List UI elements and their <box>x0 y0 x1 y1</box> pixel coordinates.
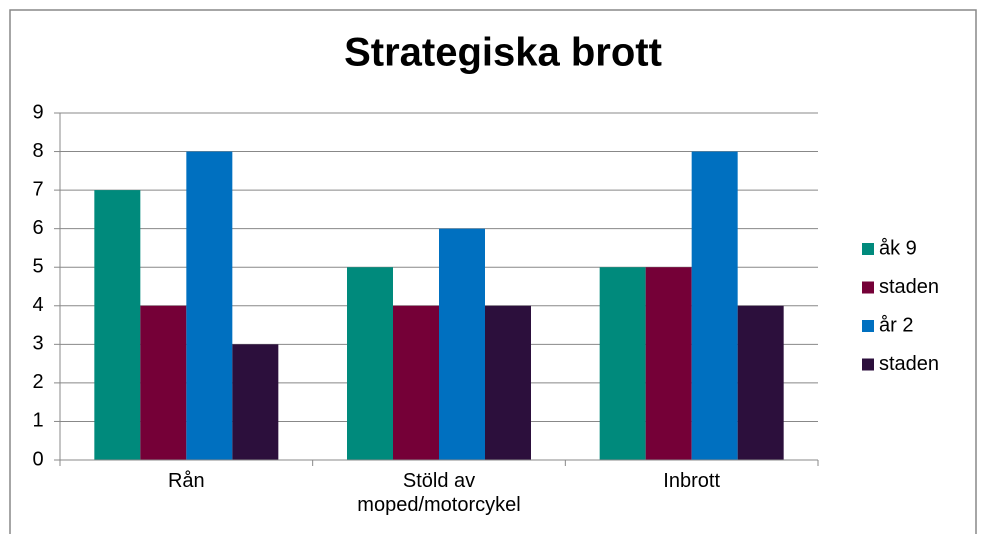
y-tick-label: 4 <box>32 294 43 316</box>
y-tick-label: 9 <box>32 101 43 123</box>
bar <box>347 267 393 460</box>
bar <box>599 267 646 460</box>
y-tick-label: 7 <box>32 178 43 200</box>
chart-title: Strategiska brott <box>344 31 662 75</box>
bar <box>140 305 187 460</box>
legend-label: staden <box>879 353 939 375</box>
legend-label: staden <box>879 276 939 298</box>
bar <box>485 305 531 460</box>
bar <box>645 267 692 460</box>
x-tick-label: Stöld av moped/motorcykel <box>357 470 521 516</box>
y-tick-label: 3 <box>32 333 43 355</box>
bar <box>232 344 279 460</box>
legend-label: åk 9 <box>879 237 917 259</box>
x-tick-label: Rån <box>167 470 205 492</box>
bar <box>737 305 784 460</box>
y-tick-label: 2 <box>32 371 43 393</box>
y-tick-label: 0 <box>32 448 43 470</box>
y-tick-label: 5 <box>32 256 43 278</box>
y-tick-label: 1 <box>32 410 43 432</box>
bar <box>94 190 141 460</box>
legend-swatch <box>862 320 874 332</box>
bar <box>186 151 233 461</box>
bar <box>439 228 485 460</box>
legend-label: år 2 <box>879 314 913 336</box>
legend-swatch <box>862 243 874 255</box>
bar <box>691 151 738 461</box>
y-tick-label: 8 <box>32 140 43 162</box>
bar <box>393 305 439 460</box>
x-tick-label: Inbrott <box>663 470 720 492</box>
y-tick-label: 6 <box>32 217 43 239</box>
legend-swatch <box>862 281 874 294</box>
legend-swatch <box>862 358 874 371</box>
